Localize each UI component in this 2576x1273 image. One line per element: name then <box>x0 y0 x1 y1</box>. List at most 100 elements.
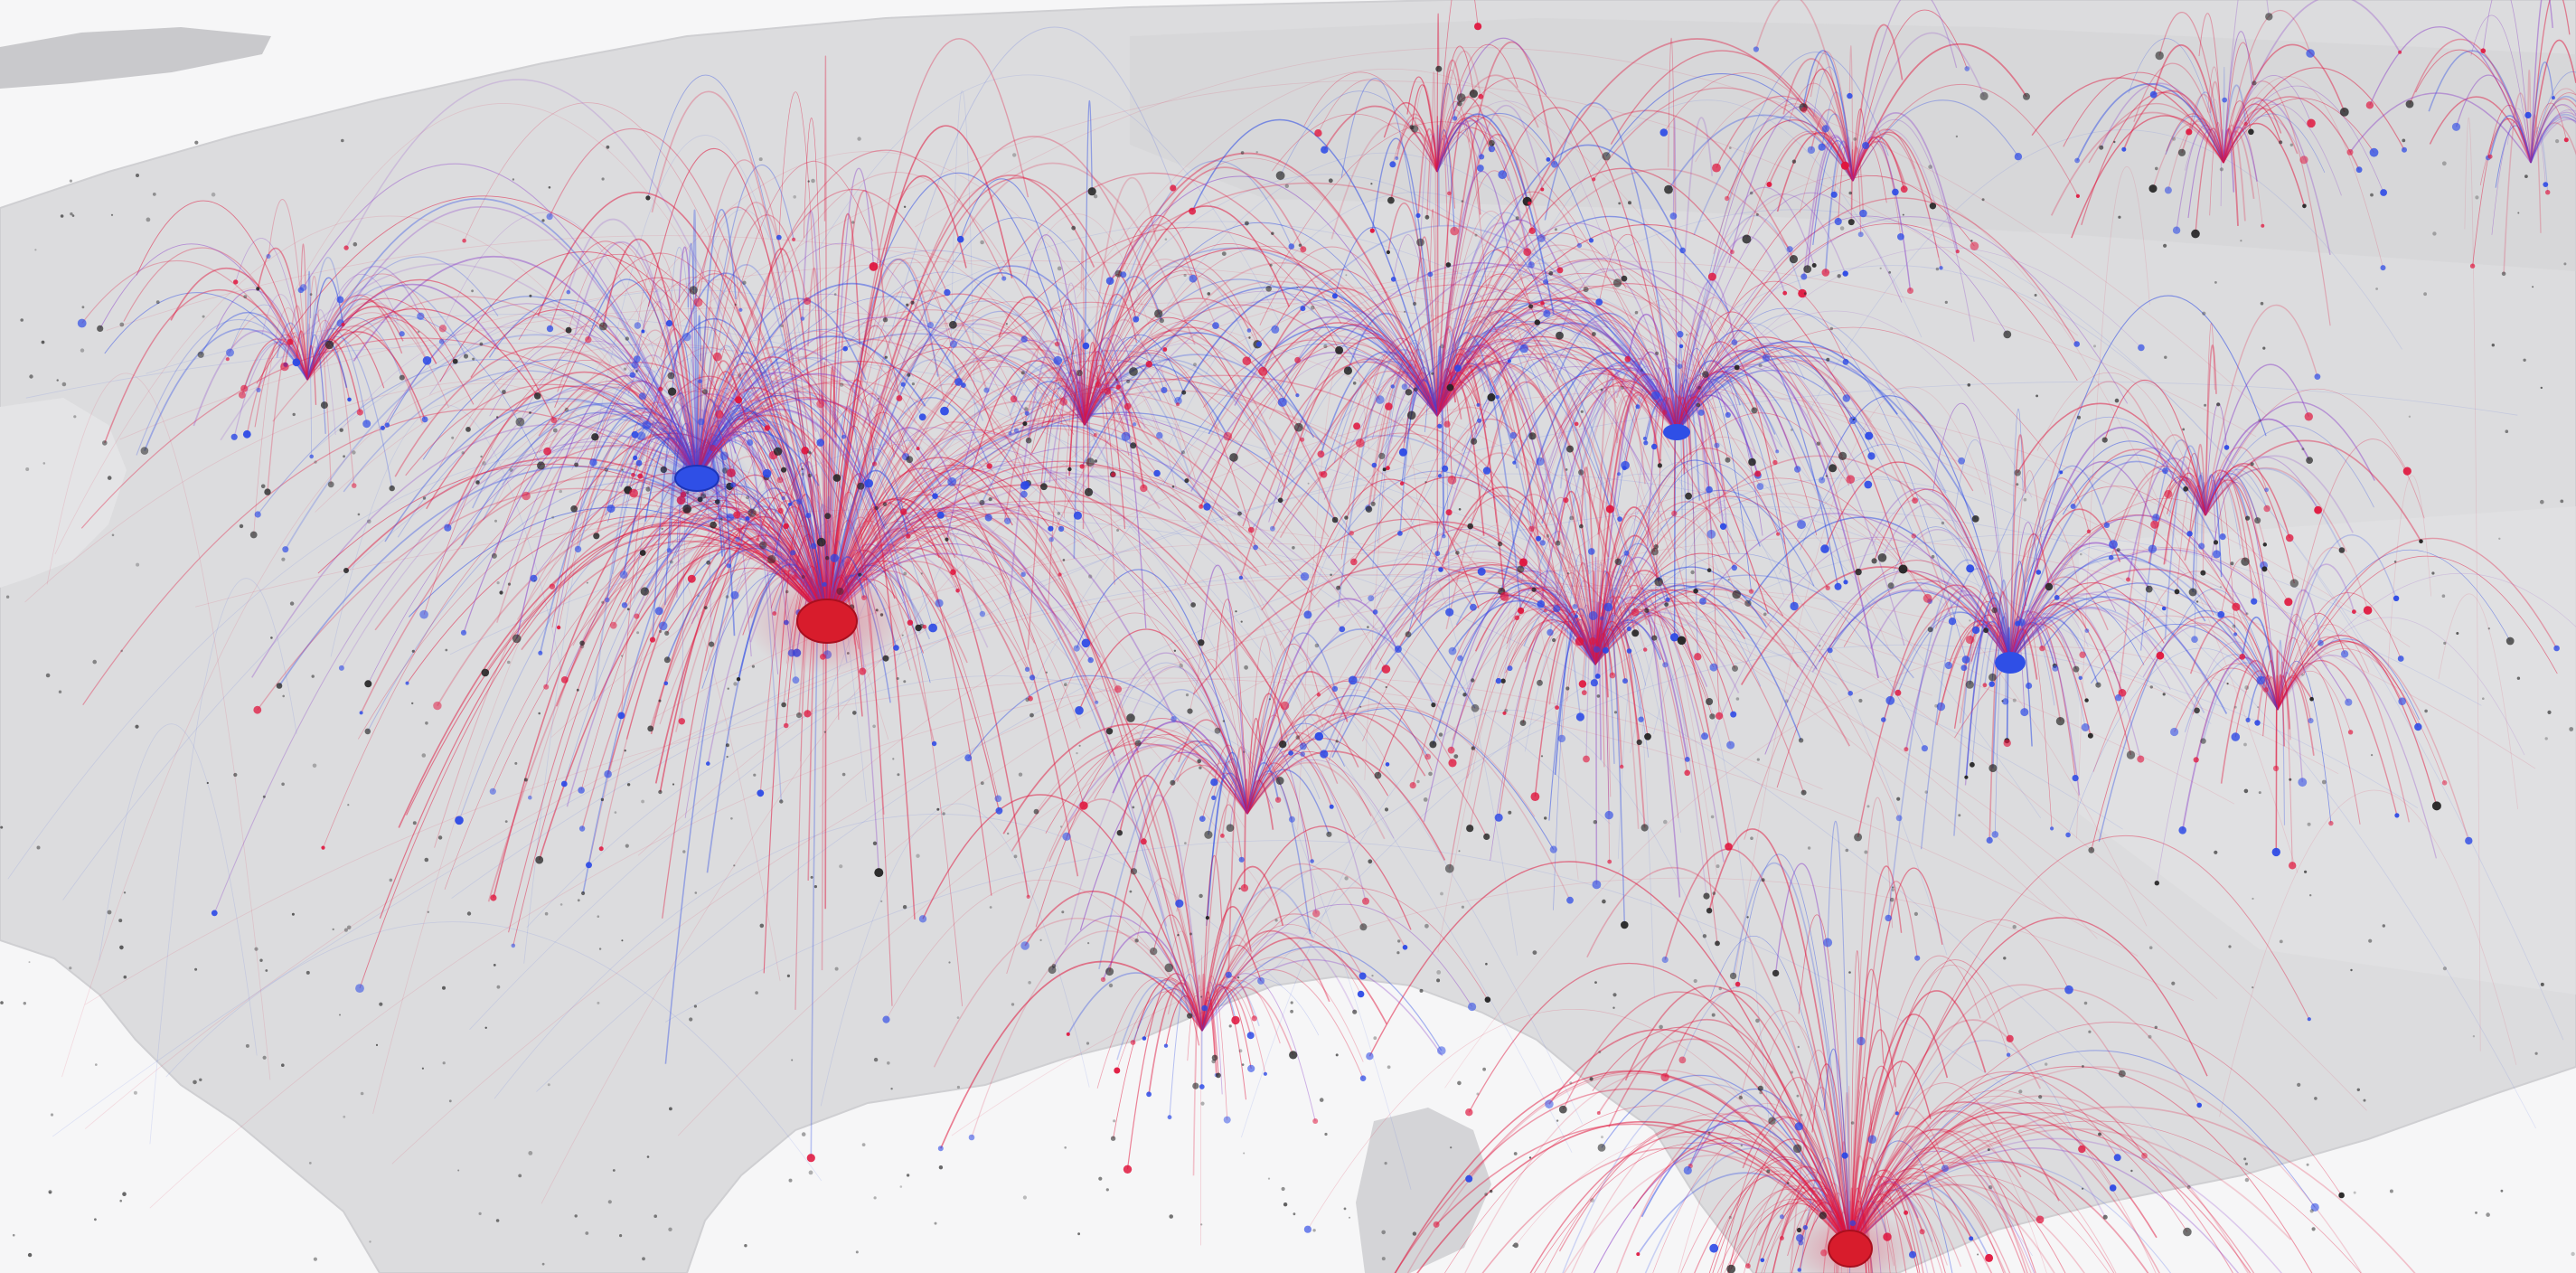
flow-arc <box>2530 0 2571 164</box>
flow-arc <box>696 404 752 657</box>
flow-node <box>276 683 283 689</box>
flow-node <box>1095 382 1102 388</box>
flow-node <box>1537 234 1546 242</box>
settlement-dot <box>2524 174 2528 179</box>
flow-arc <box>696 329 924 479</box>
flow-arc <box>1849 1130 2041 1249</box>
flow-node <box>1677 331 1684 338</box>
flow-node <box>1669 633 1679 642</box>
flow-node <box>2118 1070 2126 1078</box>
settlement-dot <box>27 1252 33 1258</box>
flow-arc <box>1246 704 1388 815</box>
flow-node <box>642 420 652 430</box>
settlement-dot <box>1245 221 1249 226</box>
flow-arc <box>1505 619 1596 674</box>
hub-secondary-destination[interactable] <box>1663 424 1690 440</box>
hub-coastal-origin[interactable] <box>1828 1230 1873 1268</box>
hub-secondary-destination[interactable] <box>1995 652 2026 674</box>
flow-arc <box>2009 618 2081 796</box>
flow-arc <box>1246 762 1313 862</box>
flow-node <box>1387 196 1395 204</box>
flow-arc <box>170 267 308 381</box>
flow-arc <box>664 405 698 606</box>
flow-node <box>1105 277 1114 286</box>
flow-node <box>1735 981 1741 987</box>
settlement-dot <box>73 415 77 419</box>
flow-node <box>1678 344 1684 349</box>
flow-arc <box>1201 996 1219 1076</box>
settlement-dot <box>339 1014 341 1016</box>
flow-node <box>1944 661 1952 670</box>
flow-arc <box>2017 402 2206 516</box>
settlement-dot <box>1345 274 1348 277</box>
flow-node <box>1643 647 1648 652</box>
flow-arc <box>1744 1165 1851 1273</box>
flow-node <box>2414 722 2422 731</box>
settlement-dot <box>2258 419 2261 422</box>
settlement-dot <box>727 687 729 690</box>
flow-arc <box>1112 721 1248 815</box>
flow-node <box>1093 433 1097 437</box>
flow-node <box>2006 1034 2014 1042</box>
flow-node <box>1772 969 1780 977</box>
settlement-dot <box>1181 450 1185 455</box>
flow-arc <box>826 177 1112 622</box>
settlement-dot <box>1712 891 1716 895</box>
flow-arc <box>1852 99 2019 182</box>
flow-arc <box>1676 310 1719 433</box>
flow-node <box>1382 467 1387 472</box>
flow-arc <box>1561 615 1596 739</box>
flow-arc <box>1594 609 1689 738</box>
flow-arc <box>1849 950 1862 1249</box>
flow-arc <box>826 374 1609 622</box>
flow-node <box>1008 431 1012 436</box>
hub-major-destination[interactable] <box>674 465 719 492</box>
settlement-dot <box>514 761 518 765</box>
settlement-dot <box>585 1231 589 1235</box>
flow-node <box>239 391 246 399</box>
flow-arc <box>1594 370 1619 665</box>
flow-node <box>1471 703 1480 712</box>
flow-arc <box>1848 45 1854 182</box>
flow-arc <box>981 247 1438 504</box>
settlement-dot <box>1086 1042 1090 1045</box>
flow-arc <box>2223 75 2312 164</box>
flow-arc <box>1788 82 1854 182</box>
settlement-dot <box>1296 287 1299 288</box>
flow-node <box>1134 740 1142 747</box>
flow-arc <box>2530 104 2576 164</box>
flow-arc <box>460 411 698 546</box>
flow-arc <box>1652 1133 1851 1273</box>
flow-arc <box>572 517 828 646</box>
flow-arc <box>2530 71 2576 164</box>
flow-node <box>1960 665 1968 672</box>
flow-node <box>77 318 87 328</box>
settlement-dot <box>1640 368 1643 372</box>
flow-node <box>900 382 906 387</box>
flow-arc <box>1544 1119 1851 1273</box>
settlement-dot <box>730 817 733 820</box>
flow-node <box>1053 355 1063 365</box>
settlement-dot <box>442 1061 446 1065</box>
flow-arc <box>1296 310 1438 417</box>
flow-arc <box>1623 385 1678 468</box>
settlement-dot <box>2226 683 2229 685</box>
flow-arc <box>696 164 794 479</box>
flow-arc <box>1171 743 1248 815</box>
hub-major-origin[interactable] <box>796 599 858 644</box>
flow-node <box>1087 656 1094 664</box>
flow-arc <box>1852 32 1985 182</box>
flow-arc <box>696 316 1028 479</box>
flow-arc <box>1331 592 1596 759</box>
settlement-dot <box>2164 355 2167 359</box>
settlement-dot <box>528 1151 533 1155</box>
flow-arc <box>588 501 828 865</box>
flow-arc <box>2009 477 2090 664</box>
settlement-dot <box>801 472 804 476</box>
flow-node <box>1650 391 1660 401</box>
settlement-dot <box>1057 512 1061 515</box>
flow-node <box>1048 525 1054 532</box>
flow-arc <box>826 427 1324 728</box>
